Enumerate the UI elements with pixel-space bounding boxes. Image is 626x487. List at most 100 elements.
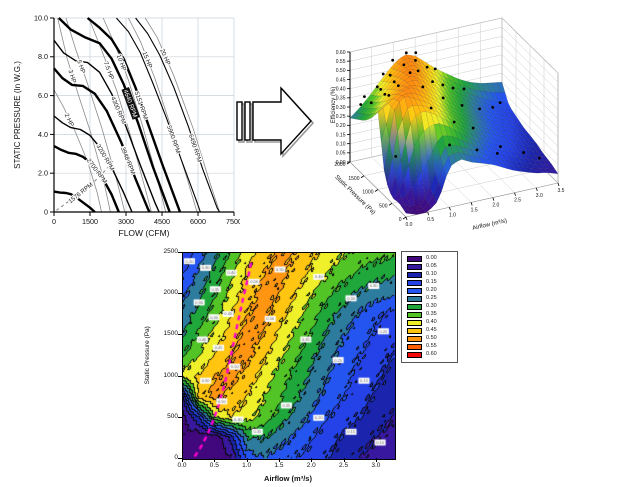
surface-cell — [468, 128, 477, 138]
surface-cell — [380, 124, 390, 171]
pressure-tick-label: 0 — [399, 217, 402, 223]
airflow-tick-label: 3.5 — [558, 188, 565, 194]
right-grid — [501, 72, 559, 129]
z-tick-label: 0.45 — [336, 77, 346, 83]
rpm-label-highlight — [121, 86, 141, 120]
surface-cell — [480, 102, 490, 109]
data-point — [451, 86, 455, 90]
back-grid — [349, 36, 503, 71]
legend-swatch — [407, 336, 422, 342]
data-point — [495, 151, 499, 155]
rpm-label-group: 3948 RPM — [118, 145, 137, 177]
surface-cell — [512, 156, 522, 163]
rpm-label-group: 6490 RPM — [186, 132, 204, 164]
right-grid — [501, 81, 559, 138]
y-tick-label: 8.0 — [38, 52, 48, 61]
legend-swatch — [407, 344, 422, 350]
surface-cell — [458, 96, 468, 106]
data-point — [392, 80, 396, 84]
surface-cell — [354, 107, 364, 114]
airflow-tick — [535, 187, 538, 191]
legend-row: 0.45 — [407, 327, 457, 335]
data-point — [431, 80, 434, 84]
z-tick-label: 0.40 — [336, 86, 346, 92]
x-tick-label: 6000 — [190, 217, 206, 226]
hp-curve — [128, 17, 198, 213]
right-grid — [501, 45, 559, 101]
surface-cell — [364, 108, 373, 115]
airflow-tick-label: 3.0 — [536, 193, 543, 199]
surface-cell — [403, 77, 413, 83]
surface-cell — [461, 118, 471, 127]
pressure-tick-label: 1000 — [362, 190, 373, 196]
surface-cell — [493, 109, 503, 116]
surface-cell — [442, 114, 452, 124]
legend-swatch — [407, 272, 422, 278]
surface-cell — [505, 119, 514, 126]
contour-x-tick-label: 0.5 — [209, 462, 219, 469]
data-point — [396, 84, 400, 88]
rpm-curve — [53, 67, 151, 213]
surface-cell — [415, 56, 425, 66]
legend-row: 0.05 — [407, 263, 457, 271]
surface-cell — [460, 93, 470, 103]
data-point — [522, 151, 525, 154]
legend-swatch — [407, 280, 422, 286]
surface-cell — [491, 112, 501, 120]
rpm-label: 5900 RPM — [165, 125, 181, 155]
rpm-curve — [53, 144, 120, 213]
surface-cell — [449, 79, 458, 89]
surface-cell — [483, 158, 493, 165]
surface-cell — [524, 167, 534, 173]
contour-x-tick-label: 2.0 — [306, 462, 316, 469]
surface-cell — [439, 109, 449, 119]
surface-cell — [491, 123, 500, 131]
z-tick-label: 0.20 — [336, 123, 346, 129]
surface-cell — [389, 94, 399, 101]
surface-cell — [486, 141, 496, 149]
surface-cell — [414, 205, 424, 211]
contour-legend: 0.00 0.05 0.10 0.15 0.20 0.25 0.30 0.35 0.40 0.45… — [401, 251, 458, 363]
surface-cell — [424, 187, 434, 204]
y-tick-label: 2.0 — [38, 169, 48, 178]
surface-cell — [514, 166, 523, 172]
rpm-curve — [135, 17, 221, 213]
contour-y-tick-label: 2000 — [163, 289, 178, 297]
legend-label: 0.00 — [426, 255, 437, 262]
legend-label: 0.50 — [426, 335, 437, 342]
airflow-tick — [514, 192, 516, 196]
data-point — [498, 101, 502, 105]
surface-cell — [489, 91, 499, 103]
rpm-curve — [53, 115, 133, 213]
data-point — [359, 103, 363, 106]
hp-label: 2 HP — [63, 112, 75, 127]
surface-cell — [517, 136, 527, 143]
surface-cell — [359, 113, 368, 121]
surface-cell — [485, 121, 495, 129]
surface-cell — [352, 113, 362, 120]
data-point — [408, 71, 412, 75]
contour-y-tick — [178, 252, 182, 253]
airflow-tick — [427, 212, 430, 216]
legend-row: 0.25 — [407, 295, 457, 303]
back-grid — [349, 17, 503, 53]
data-point — [387, 94, 391, 97]
surface-cell — [512, 117, 522, 124]
contour-y-tick — [178, 293, 182, 295]
contour-y-tick — [178, 375, 182, 377]
surface-cell — [470, 149, 480, 158]
x-axis-label: FLOW (CFM) — [119, 228, 170, 238]
right-grid — [501, 17, 559, 74]
pressure-tick — [388, 202, 393, 206]
surface-cell — [413, 87, 422, 97]
hp-label: 15 HP — [140, 51, 153, 70]
data-point — [537, 156, 541, 160]
y-axis-label: STATIC PRESSURE (In W.G.) — [13, 61, 22, 169]
airflow-tick — [449, 207, 451, 211]
surface-cell — [418, 78, 428, 89]
surface-cell — [444, 112, 454, 121]
right-grid — [501, 91, 559, 147]
rpm-curve — [115, 17, 201, 213]
